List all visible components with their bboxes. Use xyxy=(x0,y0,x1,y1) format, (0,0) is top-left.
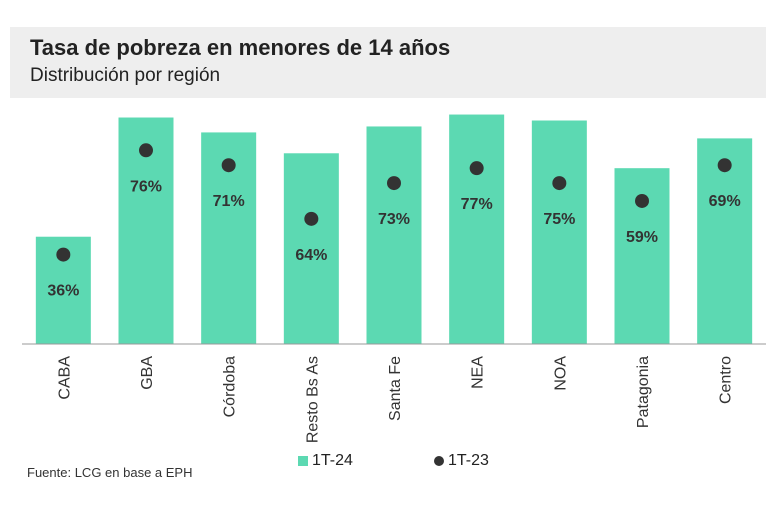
data-label-gba: 76% xyxy=(130,178,162,195)
legend-label-1t-24: 1T-24 xyxy=(312,452,353,469)
bar-noa xyxy=(531,120,587,344)
chart-subtitle: Distribución por región xyxy=(30,65,221,86)
dot-centro xyxy=(717,158,732,173)
dot-santa-fe xyxy=(387,176,401,191)
data-label-centro: 69% xyxy=(709,193,741,210)
tick-label-resto-bs-as: Resto Bs As xyxy=(304,356,321,443)
data-label-resto-bs-as: 64% xyxy=(295,247,327,264)
tick-label-c-rdoba: Córdoba xyxy=(222,356,239,417)
legend-bar-swatch xyxy=(298,456,308,466)
dot-resto-bs-as xyxy=(304,211,319,226)
legend-item-1t-24: 1T-24 xyxy=(298,452,353,470)
tick-label-santa-fe: Santa Fe xyxy=(387,356,404,421)
tick-label-patagonia: Patagonia xyxy=(635,356,652,428)
dot-patagonia xyxy=(635,193,649,208)
tick-label-noa: NOA xyxy=(552,356,569,391)
dot-caba xyxy=(56,247,71,262)
tick-label-centro: Centro xyxy=(718,356,735,404)
data-label-santa-fe: 73% xyxy=(378,211,410,228)
chart-header: Tasa de pobreza en menores de 14 años Di… xyxy=(10,27,766,98)
source-note: Fuente: LCG en base a EPH xyxy=(27,465,193,480)
tick-label-nea: NEA xyxy=(470,356,487,389)
bar-centro xyxy=(697,138,753,344)
bar-santa-fe xyxy=(366,126,422,345)
dot-nea xyxy=(469,161,484,176)
data-label-patagonia: 59% xyxy=(626,229,658,246)
data-label-caba: 36% xyxy=(47,283,79,300)
tick-label-caba: CABA xyxy=(56,356,73,400)
dot-c-rdoba xyxy=(221,158,236,173)
dot-noa xyxy=(552,176,567,191)
tick-label-gba: GBA xyxy=(139,356,156,390)
data-label-noa: 75% xyxy=(543,211,575,228)
data-label-nea: 77% xyxy=(461,196,493,213)
chart-title: Tasa de pobreza en menores de 14 años xyxy=(30,35,451,60)
dot-gba xyxy=(139,143,153,158)
data-label-c-rdoba: 71% xyxy=(213,193,245,210)
bar-nea xyxy=(449,114,505,344)
legend-label-1t-23: 1T-23 xyxy=(448,452,489,469)
legend-item-1t-23: 1T-23 xyxy=(434,452,489,470)
legend-dot-swatch xyxy=(434,456,444,466)
bar-resto-bs-as xyxy=(283,153,339,344)
